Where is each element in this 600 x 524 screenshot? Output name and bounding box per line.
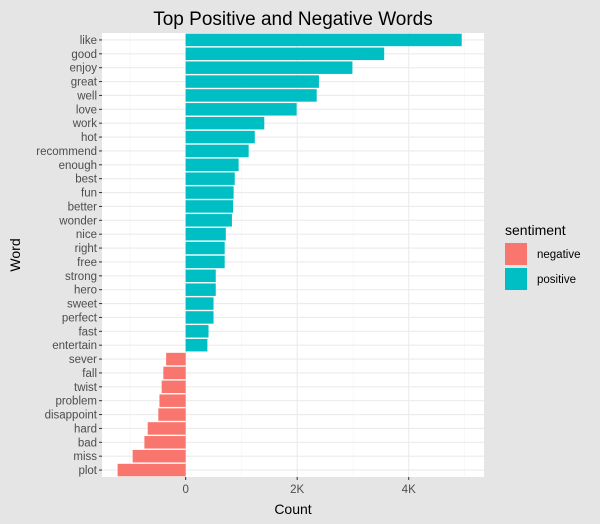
bar-problem bbox=[159, 394, 186, 407]
x-tick-label-0: 0 bbox=[182, 484, 188, 496]
y-tick-label-recommend: recommend bbox=[36, 146, 97, 158]
y-tick-label-work: work bbox=[72, 118, 98, 130]
y-tick-label-perfect: perfect bbox=[62, 312, 98, 324]
bar-plot bbox=[117, 463, 186, 477]
y-tick-label-sever: sever bbox=[69, 354, 97, 366]
y-tick-label-right: right bbox=[75, 243, 98, 255]
y-tick-label-problem: problem bbox=[55, 396, 97, 408]
bar-right bbox=[185, 241, 225, 255]
bar-best bbox=[185, 172, 235, 185]
bar-perfect bbox=[185, 311, 214, 324]
bar-fall bbox=[163, 366, 186, 380]
y-axis-title: Word bbox=[7, 238, 23, 271]
chart-title: Top Positive and Negative Words bbox=[153, 9, 433, 30]
bar-bad bbox=[144, 436, 186, 449]
y-tick-label-enjoy: enjoy bbox=[70, 63, 98, 75]
y-tick-label-bad: bad bbox=[78, 437, 97, 449]
bar-work bbox=[185, 116, 265, 130]
y-tick-label-plot: plot bbox=[78, 465, 97, 477]
y-tick-label-wonder: wonder bbox=[58, 215, 97, 227]
y-tick-label-best: best bbox=[75, 174, 98, 186]
y-tick-label-disappoint: disappoint bbox=[45, 410, 98, 422]
y-tick-label-hard: hard bbox=[74, 423, 97, 435]
y-tick-label-strong: strong bbox=[65, 271, 97, 283]
y-tick-label-fall: fall bbox=[82, 368, 97, 380]
x-tick-label-4K: 4K bbox=[402, 484, 416, 496]
x-tick-label-2K: 2K bbox=[290, 484, 304, 496]
bar-twist bbox=[161, 380, 186, 394]
y-tick-label-miss: miss bbox=[73, 451, 97, 463]
bars bbox=[117, 33, 462, 477]
bar-strong bbox=[185, 269, 216, 283]
bar-like bbox=[185, 33, 462, 47]
bar-good bbox=[185, 47, 385, 61]
y-tick-label-nice: nice bbox=[76, 229, 97, 241]
y-tick-label-enough: enough bbox=[59, 160, 97, 172]
bar-fun bbox=[185, 186, 234, 199]
legend-swatch-negative bbox=[505, 243, 527, 265]
legend-label-positive: positive bbox=[537, 274, 576, 286]
y-tick-label-twist: twist bbox=[74, 382, 98, 394]
bar-miss bbox=[132, 449, 186, 463]
y-tick-label-well: well bbox=[76, 90, 97, 102]
y-tick-label-love: love bbox=[76, 104, 97, 116]
y-tick-label-free: free bbox=[77, 257, 97, 269]
bar-hard bbox=[147, 422, 186, 435]
x-axis-title: Count bbox=[274, 501, 311, 517]
y-tick-label-great: great bbox=[71, 77, 98, 89]
y-tick-label-better: better bbox=[68, 201, 98, 213]
bar-sever bbox=[166, 352, 186, 366]
bar-disappoint bbox=[158, 408, 186, 421]
bar-recommend bbox=[185, 144, 249, 158]
y-tick-label-entertain: entertain bbox=[52, 340, 97, 352]
legend: sentiment negative positive bbox=[505, 222, 580, 290]
legend-swatch-positive bbox=[505, 268, 527, 290]
bar-great bbox=[185, 75, 319, 88]
legend-title: sentiment bbox=[505, 222, 566, 238]
y-tick-label-good: good bbox=[71, 49, 97, 61]
bar-wonder bbox=[185, 214, 232, 227]
bar-free bbox=[185, 255, 225, 269]
bar-hero bbox=[185, 283, 216, 296]
bar-entertain bbox=[185, 338, 208, 352]
bar-fast bbox=[185, 325, 209, 338]
bar-enjoy bbox=[185, 61, 353, 74]
y-tick-label-hero: hero bbox=[74, 285, 97, 297]
y-tick-label-fun: fun bbox=[81, 188, 97, 200]
bar-sweet bbox=[185, 297, 214, 310]
bar-love bbox=[185, 103, 297, 116]
bar-enough bbox=[185, 158, 239, 172]
bar-nice bbox=[185, 227, 226, 241]
y-tick-label-sweet: sweet bbox=[67, 299, 98, 311]
legend-label-negative: negative bbox=[537, 249, 580, 261]
bar-better bbox=[185, 200, 234, 213]
bar-well bbox=[185, 89, 317, 102]
y-tick-label-fast: fast bbox=[78, 326, 97, 338]
bar-hot bbox=[185, 130, 255, 144]
x-tick-labels: 0 2K 4K bbox=[182, 477, 416, 496]
y-tick-label-hot: hot bbox=[81, 132, 98, 144]
y-tick-label-like: like bbox=[80, 35, 97, 47]
